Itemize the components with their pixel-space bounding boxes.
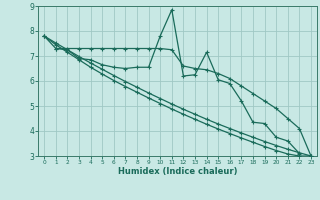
X-axis label: Humidex (Indice chaleur): Humidex (Indice chaleur)	[118, 167, 237, 176]
